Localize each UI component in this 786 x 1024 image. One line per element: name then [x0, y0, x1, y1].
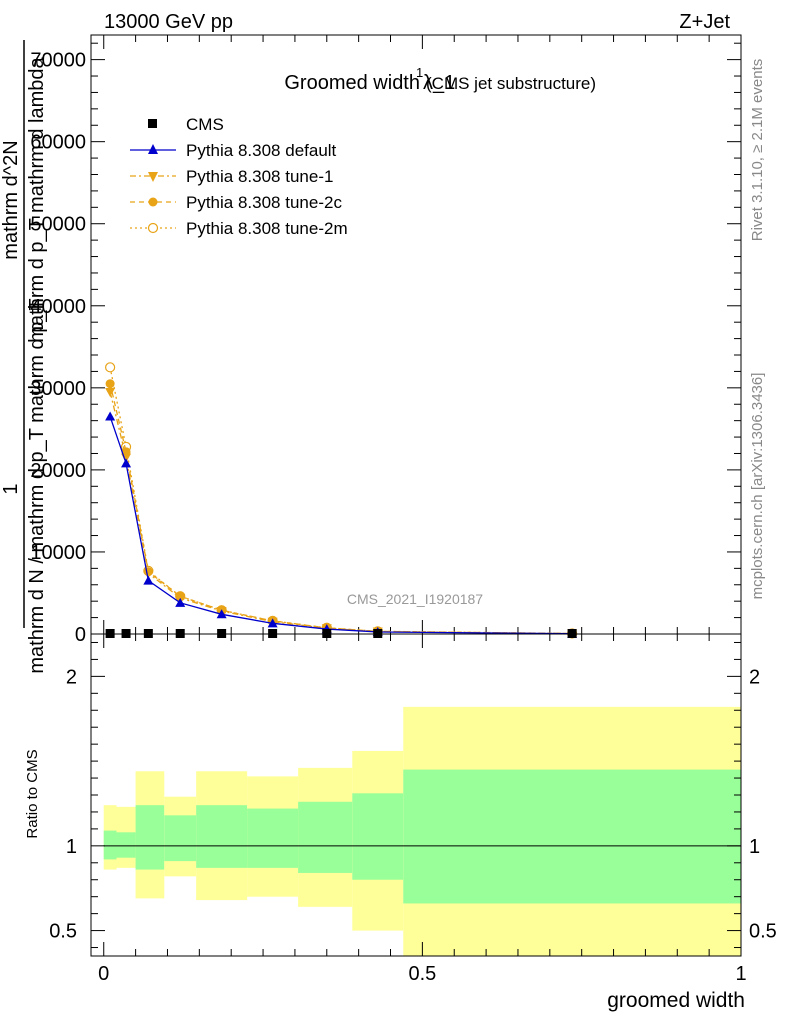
ratio-band-inner	[196, 805, 248, 868]
plot-title-symbol: λ_1	[423, 72, 455, 94]
legend-label-tune-2c: Pythia 8.308 tune-2c	[186, 193, 342, 212]
main-y-tick-label: 70000	[30, 50, 86, 72]
plot-title-superscript: 1	[416, 65, 423, 80]
mcplots-label: mcplots.cern.ch [arXiv:1306.3436]	[749, 373, 766, 600]
plot-title-subtitle: (CMS jet substructure)	[426, 74, 596, 93]
main-series-layer	[105, 362, 578, 639]
data-point-default	[121, 458, 132, 468]
data-point-tune-1	[105, 387, 116, 397]
analysis-watermark: CMS_2021_I1920187	[347, 591, 483, 607]
legend: CMS Pythia 8.308 default Pythia 8.308 tu…	[130, 115, 348, 238]
main-y-tick-label: 20000	[30, 460, 86, 482]
series-default	[105, 411, 578, 638]
legend-entry-default: Pythia 8.308 default	[130, 141, 337, 160]
main-y-label-line-4: mathrm d p_T mathrm d lambda	[26, 56, 48, 342]
data-point-default	[267, 618, 278, 628]
ratio-axis-ticks: 0.5 0.51 12 20 0.5 1	[49, 634, 777, 985]
process-label: Z+Jet	[679, 11, 730, 33]
data-point-default	[143, 575, 154, 585]
legend-label-cms: CMS	[186, 115, 224, 134]
ratio-y-tick-label: 2	[66, 666, 77, 688]
legend-marker-tune-2c	[148, 197, 158, 207]
main-y-label-line-2: mathrm d N / mathrm d p_T mathrm d p_T	[26, 298, 48, 673]
rivet-label: Rivet 3.1.10, ≥ 2.1M events	[749, 59, 766, 242]
legend-marker-cms	[148, 119, 157, 128]
data-point-tune-1	[143, 569, 154, 579]
ratio-y-tick-label: 0.5	[49, 921, 77, 943]
data-point-default	[105, 411, 116, 421]
x-tick-label: 0.5	[408, 963, 436, 985]
x-axis-label: groomed width	[607, 989, 745, 1012]
legend-entry-tune-2c: Pythia 8.308 tune-2c	[130, 193, 342, 212]
ratio-band-inner	[135, 805, 165, 870]
main-y-label-line-1: 1	[0, 483, 22, 494]
main-y-tick-label: 50000	[30, 214, 86, 236]
ratio-band-inner	[403, 769, 741, 904]
legend-label-tune-1: Pythia 8.308 tune-1	[186, 167, 333, 186]
legend-entry-tune-2m: Pythia 8.308 tune-2m	[130, 219, 348, 238]
data-point-default	[216, 609, 227, 619]
main-y-label: 1 mathrm d N / mathrm d p_T mathrm d p_T…	[0, 40, 48, 674]
ratio-band-inner	[116, 832, 136, 858]
plot-title: Groomed width	[284, 72, 420, 94]
ratio-band-inner	[247, 808, 299, 868]
ratio-y-tick-label-right: 1	[749, 836, 760, 858]
ratio-band-inner	[298, 801, 353, 873]
ratio-band-inner	[103, 830, 117, 860]
main-y-tick-label: 0	[75, 624, 86, 646]
main-y-tick-label: 10000	[30, 542, 86, 564]
legend-marker-tune-1	[148, 172, 158, 182]
ratio-y-tick-label: 1	[66, 836, 77, 858]
legend-label-default: Pythia 8.308 default	[186, 141, 337, 160]
ratio-y-tick-label-right: 2	[749, 666, 760, 688]
legend-entry-cms: CMS	[148, 115, 224, 134]
data-point-default	[175, 597, 186, 607]
ratio-bands-layer	[103, 706, 741, 956]
ratio-y-tick-label-right: 0.5	[749, 921, 777, 943]
series-tune1	[105, 387, 578, 639]
main-y-tick-label: 40000	[30, 296, 86, 318]
x-tick-label: 1	[735, 963, 746, 985]
main-axis-ticks: 0 10000 20000 30000 40000 50000 60000 70000	[30, 35, 742, 646]
ratio-band-inner	[164, 815, 197, 862]
energy-label: 13000 GeV pp	[104, 11, 233, 33]
legend-entry-tune-1: Pythia 8.308 tune-1	[130, 167, 333, 186]
ratio-band-inner	[352, 793, 404, 880]
main-y-tick-label: 30000	[30, 378, 86, 400]
ratio-y-label: Ratio to CMS	[24, 749, 41, 838]
legend-marker-default	[148, 144, 158, 154]
main-y-tick-label: 60000	[30, 132, 86, 154]
data-point-tune-2c	[105, 379, 115, 389]
legend-label-tune-2m: Pythia 8.308 tune-2m	[186, 219, 348, 238]
x-tick-label: 0	[98, 963, 109, 985]
legend-marker-tune-2m	[147, 222, 159, 234]
main-y-label-line-3: mathrm d^2N	[0, 140, 22, 259]
data-point-tune-2m	[105, 362, 116, 373]
